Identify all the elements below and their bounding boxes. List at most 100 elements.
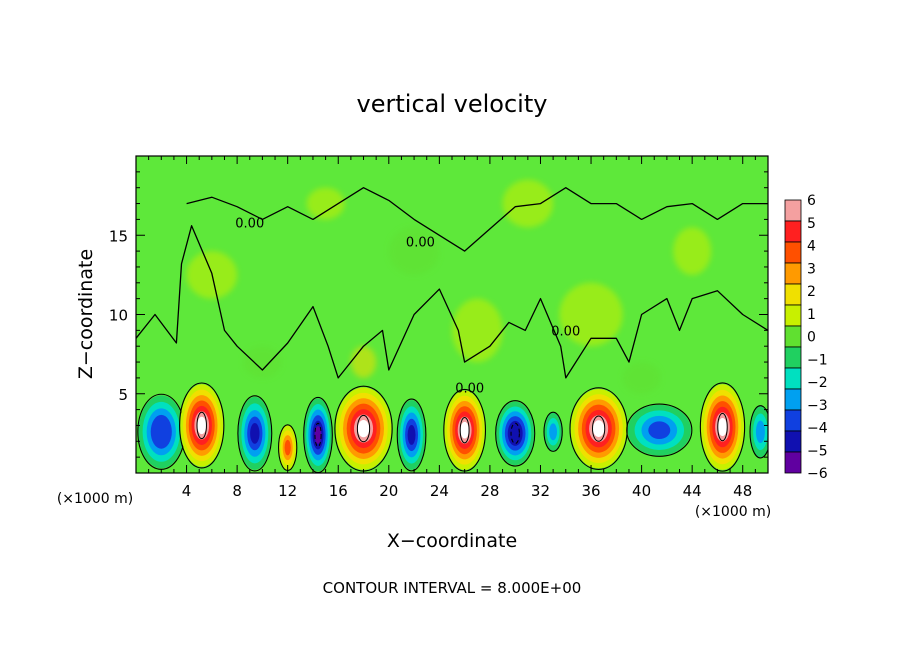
velocity-cell-4 [303, 396, 333, 473]
y-tick-label-5: 5 [118, 386, 128, 404]
x-tick-label-32: 32 [531, 482, 550, 500]
x-tick-label-24: 24 [430, 482, 449, 500]
chart-title: vertical velocity [357, 90, 548, 118]
texture-blob-8 [622, 362, 661, 394]
contour-label-2: 0.00 [551, 324, 580, 339]
colorbar-swatch-9 [784, 388, 802, 411]
velocity-cell-0-ring-4 [154, 421, 168, 443]
texture-blob-5 [673, 227, 712, 275]
velocity-cell-12 [699, 382, 746, 472]
velocity-cell-1 [179, 382, 225, 469]
colorbar-swatch-7 [784, 346, 802, 369]
colorbar-swatch-10 [784, 409, 802, 432]
colorbar-label-0: 6 [807, 193, 816, 209]
x-unit-right: (×1000 m) [695, 504, 771, 520]
colorbar-label-1: 5 [807, 216, 816, 232]
contour-labels: 0.00 0.00 0.00 0.00 [235, 217, 580, 397]
colorbar-label-11: −5 [807, 443, 828, 459]
velocity-cell-8-zero-contour [495, 400, 536, 467]
velocity-cell-5-ring-6 [357, 419, 370, 438]
velocity-cell-3 [278, 424, 298, 472]
x-tick-label-44: 44 [683, 482, 702, 500]
velocity-cell-12-ring-6 [717, 418, 728, 437]
x-tick-label-40: 40 [632, 482, 651, 500]
colorbar-label-4: 2 [807, 284, 816, 300]
contour-label-0: 0.00 [235, 217, 264, 232]
velocity-cell-4-ring-5 [314, 426, 322, 444]
x-unit-left: (×1000 m) [57, 491, 133, 507]
colorbar-label-10: −4 [807, 421, 828, 437]
texture-blob-7 [243, 346, 282, 378]
colorbar-label-5: 1 [807, 307, 816, 323]
velocity-cell-2-ring-4 [250, 422, 260, 444]
velocity-cell-0 [137, 393, 186, 470]
x-tick-label-12: 12 [278, 482, 297, 500]
contour-interval-note: CONTOUR INTERVAL = 8.000E+00 [323, 579, 582, 597]
colorbar-swatch-12 [784, 451, 802, 474]
velocity-cell-7-ring-6 [460, 421, 469, 439]
colorbar-label-12: −6 [807, 466, 828, 482]
velocity-cell-5-contour [356, 414, 371, 443]
velocity-cell-8-contour [510, 422, 520, 445]
velocity-cell-10-contour [592, 415, 606, 442]
x-axis: 4 8 12 16 20 24 28 32 36 40 44 48 [135, 156, 769, 500]
contour-label-3: 0.00 [455, 381, 484, 396]
velocity-cell-6-ring-4 [407, 424, 416, 445]
zero-contour-lower [136, 225, 768, 379]
colorbar-swatch-8 [784, 367, 802, 390]
y-tick-label-10: 10 [109, 307, 128, 325]
velocity-cell-1-zero-contour [179, 382, 225, 469]
x-tick-label-48: 48 [733, 482, 752, 500]
velocity-cell-8 [495, 400, 536, 467]
velocity-cell-11-ring-3 [648, 421, 671, 440]
colorbar-label-6: 0 [807, 330, 816, 346]
texture-layer [186, 179, 712, 394]
x-tick-label-8: 8 [232, 482, 242, 500]
velocity-cell-2-zero-contour [237, 395, 273, 472]
velocity-cell-3-ring-3 [284, 439, 291, 456]
x-axis-title: X−coordinate [387, 530, 517, 552]
velocity-cell-2 [237, 395, 273, 472]
texture-blob-1 [306, 187, 345, 220]
colorbar-swatch-5 [784, 304, 802, 327]
x-tick-label-16: 16 [329, 482, 348, 500]
x-tick-label-28: 28 [480, 482, 499, 500]
colorbar-swatch-0 [784, 199, 802, 222]
velocity-cell-12-zero-contour [699, 382, 746, 472]
velocity-cell-9 [543, 411, 563, 452]
texture-blob-3 [559, 282, 623, 347]
velocity-cell-1-ring-6 [197, 416, 207, 435]
colorbar-swatch-2 [784, 241, 802, 264]
x-tick-label-20: 20 [379, 482, 398, 500]
velocity-cell-12-contour [717, 412, 728, 442]
x-tick-label-4: 4 [182, 482, 192, 500]
colorbar-label-8: −2 [807, 375, 828, 391]
velocity-cell-6 [396, 398, 427, 472]
colorbar-swatch-11 [784, 430, 802, 453]
colorbar-swatch-6 [784, 325, 802, 348]
x-tick-label-36: 36 [581, 482, 600, 500]
y-axis: 5 10 15 [109, 171, 768, 458]
velocity-cell-5 [334, 385, 393, 472]
velocity-cell-10 [569, 387, 628, 470]
velocity-cell-9-zero-contour [543, 411, 563, 452]
y-tick-label-15: 15 [109, 227, 128, 245]
velocity-cell-13-zero-contour [749, 405, 768, 459]
velocity-cell-1-contour [196, 411, 207, 440]
contour-label-1: 0.00 [406, 236, 435, 251]
colorbar: 6 5 4 3 2 1 0 −1 −2 −3 −4 −5 −6 [784, 193, 828, 482]
y-axis-title: Z−coordinate [75, 249, 97, 379]
velocity-cells [137, 382, 768, 473]
velocity-cell-13-ring-2 [755, 420, 765, 444]
velocity-cell-7-contour [459, 417, 470, 444]
velocity-cell-7 [443, 388, 487, 472]
colorbar-swatch-4 [784, 283, 802, 306]
velocity-cell-4-contour [314, 422, 322, 448]
texture-blob-2 [452, 298, 503, 363]
texture-blob-9 [388, 227, 440, 275]
colorbar-label-2: 4 [807, 239, 816, 255]
velocity-cell-11 [626, 403, 693, 457]
colorbar-label-3: 3 [807, 261, 816, 277]
velocity-cell-11-zero-contour [626, 403, 693, 457]
